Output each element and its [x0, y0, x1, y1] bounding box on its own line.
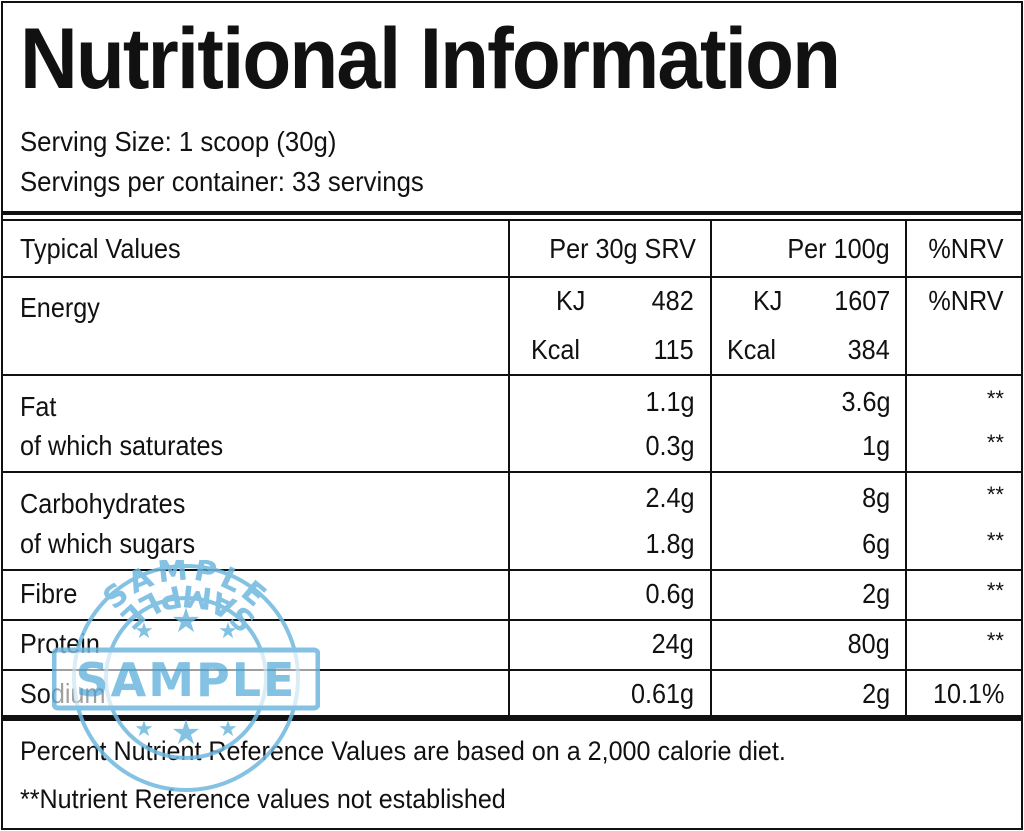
nutrient-per-serving: 24g [651, 628, 694, 659]
column-divider [905, 219, 907, 717]
footer-note: Percent Nutrient Reference Values are ba… [20, 736, 786, 766]
nutrient-per-serving: 0.61g [630, 678, 694, 709]
energy-kcal-unit-100g: Kcal [727, 334, 777, 365]
divider-row [1, 569, 1021, 571]
energy-kcal-per-serving: 115 [653, 334, 694, 365]
header-nrv: %NRV [928, 233, 1004, 264]
nutrient-per-serving: 2.4g [644, 482, 694, 513]
nutrient-label-saturates: of which saturates [20, 430, 224, 461]
energy-kj-per-100g: 1607 [833, 285, 890, 316]
header-per-100g: Per 100g [787, 233, 890, 264]
nutrient-per-serving: 0.3g [644, 430, 694, 461]
servings-per-container: Servings per container: 33 servings [20, 166, 424, 197]
energy-kj-unit: KJ [556, 285, 586, 316]
nutrient-per-serving: 0.6g [644, 578, 694, 609]
nutrient-nrv: ** [986, 628, 1004, 653]
energy-kcal-unit: Kcal [531, 334, 581, 365]
nutrient-nrv: ** [986, 578, 1004, 603]
column-divider [508, 219, 510, 717]
energy-kj-per-serving: 482 [651, 285, 694, 316]
page-title: Nutritional Information [20, 11, 841, 107]
header-typical-values: Typical Values [20, 233, 181, 264]
nutrient-label-fat: Fat [20, 391, 57, 422]
nutrient-label-protein: Protein [20, 628, 100, 659]
divider-footer [1, 715, 1021, 721]
nutrient-nrv: ** [986, 430, 1004, 455]
nutrient-label-sugars: of which sugars [20, 528, 196, 559]
nutrient-nrv: ** [986, 482, 1004, 507]
nutrient-per-100g: 2g [861, 678, 890, 709]
divider-row [1, 374, 1021, 376]
energy-kj-unit-100g: KJ [753, 285, 783, 316]
nutrient-per-100g: 1g [861, 430, 890, 461]
serving-size: Serving Size: 1 scoop (30g) [20, 126, 337, 157]
nutrient-nrv: 10.1% [932, 678, 1004, 709]
footer-note: **Nutrient Reference values not establis… [20, 784, 506, 814]
nutrient-nrv: ** [986, 528, 1004, 553]
divider-row [1, 276, 1021, 278]
nutrient-per-100g: 2g [861, 578, 890, 609]
nutrient-per-serving: 1.1g [644, 386, 694, 417]
nutrient-per-100g: 3.6g [840, 386, 890, 417]
energy-nrv: %NRV [928, 285, 1004, 316]
divider-row [1, 619, 1021, 621]
divider-row [1, 669, 1021, 671]
nutrient-nrv: ** [986, 386, 1004, 411]
nutrient-per-serving: 1.8g [644, 528, 694, 559]
column-divider [710, 219, 712, 717]
energy-label: Energy [20, 292, 100, 323]
energy-kcal-per-100g: 384 [847, 334, 890, 365]
nutrient-label-sodium: Sodium [20, 678, 106, 709]
header-per-serving: Per 30g SRV [549, 233, 696, 264]
nutrient-per-100g: 8g [861, 482, 890, 513]
divider-header-top-inner [1, 219, 1021, 221]
nutrient-per-100g: 6g [861, 528, 890, 559]
divider-row [1, 471, 1021, 473]
nutrient-label-carbohydrates: Carbohydrates [20, 488, 186, 519]
nutrient-per-100g: 80g [847, 628, 890, 659]
divider-header-top [1, 211, 1021, 215]
nutrient-label-fibre: Fibre [20, 578, 78, 609]
